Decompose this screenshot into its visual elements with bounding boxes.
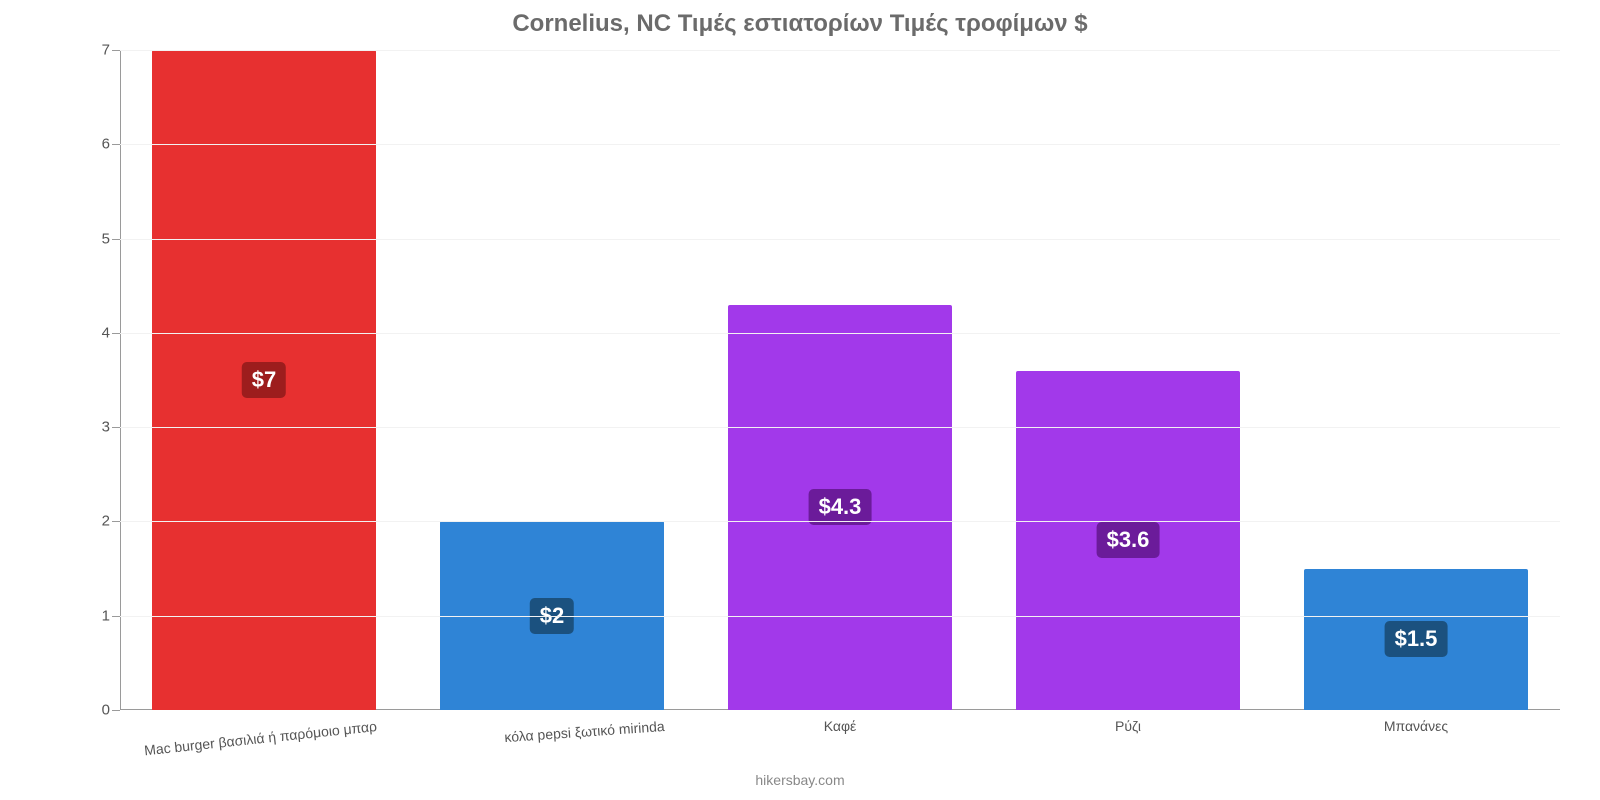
y-tick-label: 2 [75,513,110,530]
y-tick [112,521,120,522]
x-tick-label: Mac burger βασιλιά ή παρόμοιο μπαρ [144,718,378,758]
bar-value-label: $7 [242,362,286,398]
y-tick [112,710,120,711]
y-tick [112,144,120,145]
bars-layer: $7$2$4.3$3.6$1.5 [120,50,1560,710]
attribution: hikersbay.com [0,772,1600,788]
grid-line [120,239,1560,240]
y-tick-label: 0 [75,702,110,719]
y-tick [112,333,120,334]
bar-value-label: $1.5 [1385,621,1448,657]
y-tick [112,50,120,51]
bar-value-label: $3.6 [1097,522,1160,558]
grid-line [120,333,1560,334]
x-tick-label: κόλα pepsi ξωτικό mirinda [504,718,665,745]
grid-line [120,427,1560,428]
y-tick-label: 5 [75,230,110,247]
x-tick-label: Καφέ [824,718,857,734]
y-tick-label: 1 [75,607,110,624]
grid-line [120,521,1560,522]
plot-area: $7$2$4.3$3.6$1.5 01234567Mac burger βασι… [120,50,1560,710]
y-tick [112,616,120,617]
chart-title: Cornelius, NC Τιμές εστιατορίων Τιμές τρ… [0,10,1600,38]
chart-container: Cornelius, NC Τιμές εστιατορίων Τιμές τρ… [0,0,1600,800]
y-tick-label: 7 [75,42,110,59]
bar-value-label: $4.3 [809,489,872,525]
y-tick [112,427,120,428]
y-tick [112,239,120,240]
y-tick-label: 6 [75,136,110,153]
grid-line [120,144,1560,145]
x-tick-label: Ρύζι [1115,718,1141,734]
y-tick-label: 3 [75,419,110,436]
grid-line [120,616,1560,617]
grid-line [120,50,1560,51]
x-tick-label: Μπανάνες [1384,718,1448,734]
y-tick-label: 4 [75,324,110,341]
